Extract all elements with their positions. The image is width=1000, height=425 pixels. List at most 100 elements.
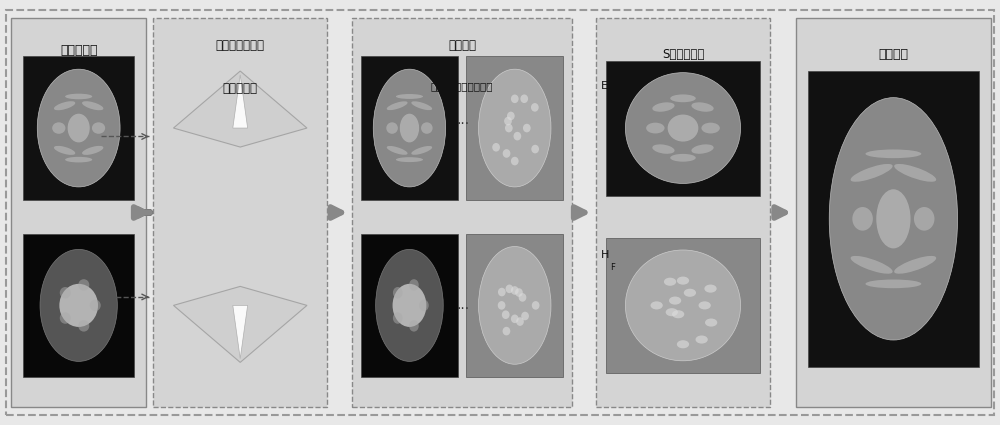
Ellipse shape <box>516 317 524 326</box>
Ellipse shape <box>479 246 551 364</box>
Ellipse shape <box>78 320 89 332</box>
Ellipse shape <box>505 124 513 132</box>
Ellipse shape <box>82 101 103 110</box>
Ellipse shape <box>914 207 934 231</box>
FancyBboxPatch shape <box>23 234 134 377</box>
Ellipse shape <box>65 157 92 162</box>
Ellipse shape <box>503 327 510 335</box>
Ellipse shape <box>532 301 540 310</box>
Ellipse shape <box>60 287 71 298</box>
Text: F: F <box>610 263 615 272</box>
Polygon shape <box>233 306 248 359</box>
Ellipse shape <box>376 249 443 361</box>
Ellipse shape <box>504 117 512 125</box>
Ellipse shape <box>40 249 117 361</box>
Ellipse shape <box>65 94 92 99</box>
Ellipse shape <box>393 284 426 327</box>
Text: E: E <box>601 81 608 91</box>
Ellipse shape <box>705 318 717 326</box>
FancyBboxPatch shape <box>466 56 563 200</box>
Ellipse shape <box>521 312 529 320</box>
Ellipse shape <box>625 250 741 361</box>
FancyBboxPatch shape <box>23 56 134 200</box>
Ellipse shape <box>652 144 675 154</box>
Ellipse shape <box>400 114 419 142</box>
FancyBboxPatch shape <box>796 18 991 407</box>
Ellipse shape <box>515 288 523 297</box>
Ellipse shape <box>704 285 717 293</box>
Ellipse shape <box>523 124 531 132</box>
Ellipse shape <box>68 114 90 142</box>
Ellipse shape <box>92 122 105 134</box>
FancyBboxPatch shape <box>352 18 572 407</box>
Text: 多尺度分解: 多尺度分解 <box>223 82 258 95</box>
Ellipse shape <box>393 287 403 298</box>
Ellipse shape <box>670 154 696 162</box>
Ellipse shape <box>666 308 678 316</box>
Ellipse shape <box>876 189 911 248</box>
Ellipse shape <box>511 94 519 103</box>
Ellipse shape <box>492 143 500 152</box>
Ellipse shape <box>506 285 513 293</box>
Text: 数据相关滤波器: 数据相关滤波器 <box>216 40 265 52</box>
Text: ...: ... <box>457 113 470 127</box>
Ellipse shape <box>625 73 741 184</box>
Ellipse shape <box>829 98 958 340</box>
Ellipse shape <box>393 312 403 324</box>
Ellipse shape <box>691 144 714 154</box>
Ellipse shape <box>514 132 521 140</box>
Ellipse shape <box>894 256 936 274</box>
Ellipse shape <box>677 340 689 348</box>
Ellipse shape <box>409 320 419 332</box>
Ellipse shape <box>37 69 120 187</box>
Ellipse shape <box>52 122 65 134</box>
Ellipse shape <box>396 94 423 99</box>
Ellipse shape <box>54 101 75 110</box>
Ellipse shape <box>520 94 528 103</box>
Ellipse shape <box>684 289 696 297</box>
Ellipse shape <box>386 122 398 134</box>
Ellipse shape <box>503 149 510 158</box>
Text: S型权重融合: S型权重融合 <box>662 48 704 61</box>
Ellipse shape <box>672 310 684 318</box>
Ellipse shape <box>696 335 708 343</box>
Ellipse shape <box>387 146 408 155</box>
Ellipse shape <box>511 314 519 323</box>
Ellipse shape <box>646 123 665 133</box>
Ellipse shape <box>511 157 519 165</box>
Ellipse shape <box>54 146 75 155</box>
Ellipse shape <box>669 297 681 305</box>
Ellipse shape <box>59 284 98 327</box>
Text: 显著信息尺度空间构建: 显著信息尺度空间构建 <box>431 82 493 92</box>
FancyBboxPatch shape <box>606 60 760 196</box>
Ellipse shape <box>82 146 103 155</box>
Ellipse shape <box>411 101 432 110</box>
Polygon shape <box>233 75 248 128</box>
Ellipse shape <box>670 94 696 102</box>
Text: 多模态图像: 多模态图像 <box>60 44 97 57</box>
Ellipse shape <box>652 102 675 112</box>
FancyBboxPatch shape <box>361 56 458 200</box>
Ellipse shape <box>865 280 921 288</box>
Ellipse shape <box>851 256 893 274</box>
Text: 特征提取: 特征提取 <box>448 40 476 52</box>
Ellipse shape <box>479 69 551 187</box>
Ellipse shape <box>409 279 419 291</box>
Ellipse shape <box>387 101 408 110</box>
Ellipse shape <box>498 288 506 296</box>
Ellipse shape <box>396 157 423 162</box>
Ellipse shape <box>60 312 71 324</box>
FancyBboxPatch shape <box>153 18 327 407</box>
Polygon shape <box>173 71 307 147</box>
Ellipse shape <box>664 278 676 286</box>
Ellipse shape <box>691 102 714 112</box>
FancyBboxPatch shape <box>361 234 458 377</box>
Ellipse shape <box>411 146 432 155</box>
Text: ...: ... <box>457 298 470 312</box>
Ellipse shape <box>531 103 539 112</box>
Polygon shape <box>173 286 307 363</box>
Ellipse shape <box>78 279 89 291</box>
Ellipse shape <box>677 277 689 285</box>
Ellipse shape <box>894 164 936 182</box>
Ellipse shape <box>90 300 101 311</box>
